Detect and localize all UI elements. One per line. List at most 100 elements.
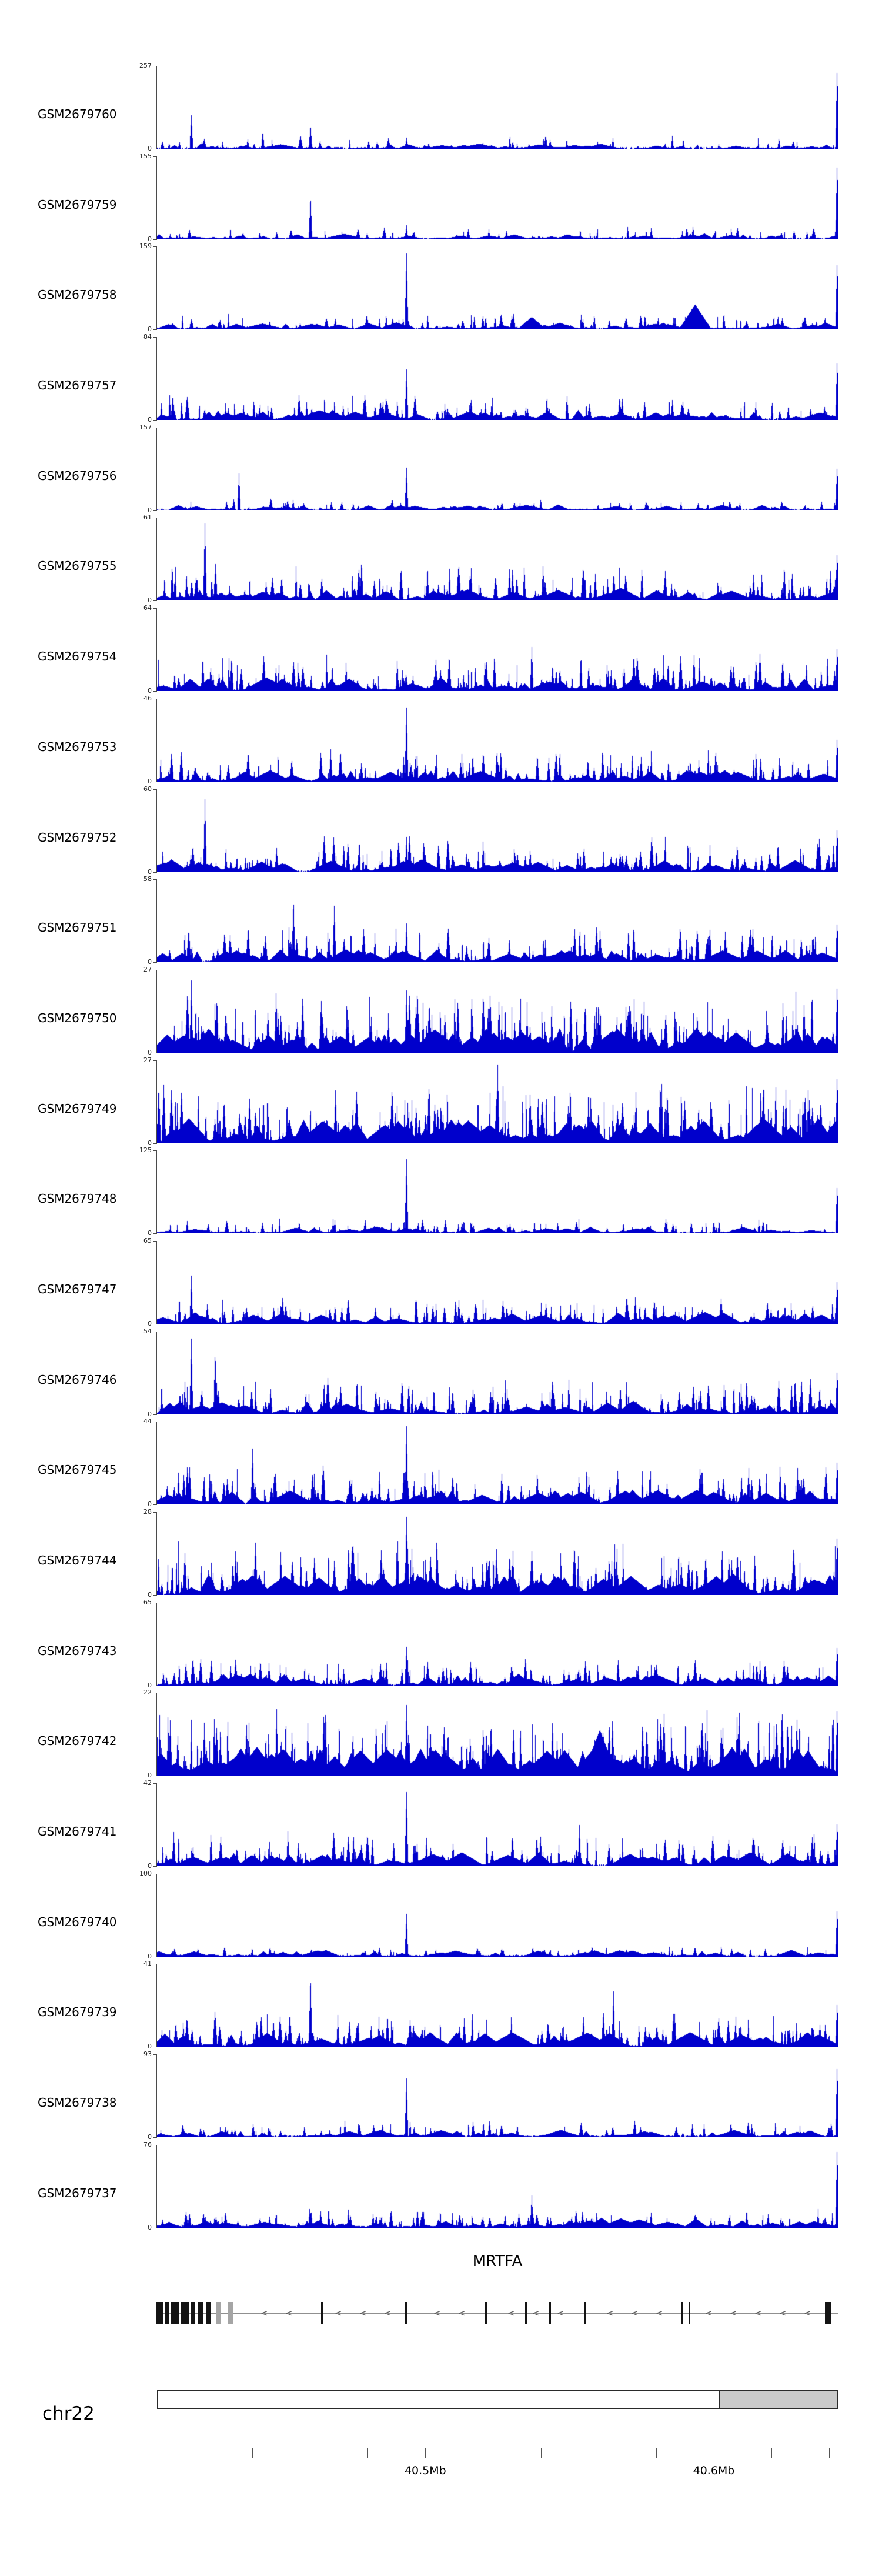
y-axis-max-label: 44 xyxy=(143,1417,152,1426)
track-row: GSM2679760 257 0 xyxy=(0,62,882,153)
y-axis-zero-label: 0 xyxy=(148,235,152,243)
track-row: GSM2679751 58 0 xyxy=(0,875,882,966)
coverage-signal-plot xyxy=(157,969,838,1053)
y-axis-max-label: 84 xyxy=(143,333,152,341)
y-axis-zero-label: 0 xyxy=(148,1048,152,1056)
y-axis-max-label: 61 xyxy=(143,513,152,522)
track-row: GSM2679752 60 0 xyxy=(0,785,882,876)
y-axis-max-label: 54 xyxy=(143,1327,152,1335)
exon-box xyxy=(198,2302,203,2324)
y-axis-tick xyxy=(153,789,157,790)
coverage-signal-plot xyxy=(157,1240,838,1324)
track-row: GSM2679745 44 0 xyxy=(0,1417,882,1509)
coverage-tracks-panel: GSM2679760 257 0 GSM2679759 155 0 GSM2679758 15… xyxy=(0,62,882,2232)
coverage-signal-plot xyxy=(157,246,838,330)
strand-arrow-left-icon: < xyxy=(532,2308,540,2318)
track-row: GSM2679738 93 0 xyxy=(0,2050,882,2141)
coverage-signal-plot xyxy=(157,879,838,963)
y-axis-line xyxy=(156,246,157,330)
y-axis-zero-label: 0 xyxy=(148,1771,152,1780)
y-axis-zero-label: 0 xyxy=(148,867,152,876)
strand-arrow-left-icon: < xyxy=(557,2308,564,2318)
y-axis-max-label: 22 xyxy=(143,1689,152,1697)
axis-tick xyxy=(656,2448,657,2458)
strand-arrow-left-icon: < xyxy=(730,2308,737,2318)
y-axis-tick xyxy=(153,879,157,880)
utr-exon-box xyxy=(216,2302,222,2324)
y-axis-line xyxy=(156,1150,157,1234)
y-axis-tick xyxy=(153,1240,157,1242)
y-axis-tick xyxy=(153,1512,157,1513)
exon-box xyxy=(171,2302,175,2324)
y-axis-line xyxy=(156,1331,157,1414)
axis-coordinate-label: 40.5Mb xyxy=(404,2464,446,2477)
strand-arrow-left-icon: < xyxy=(631,2308,639,2318)
y-axis-tick xyxy=(153,1504,157,1506)
coverage-signal-plot xyxy=(157,1060,838,1143)
track-row: GSM2679756 157 0 xyxy=(0,423,882,515)
y-axis-max-label: 41 xyxy=(143,1960,152,1968)
sample-label: GSM2679747 xyxy=(38,1282,117,1296)
y-axis-max-label: 28 xyxy=(143,1508,152,1516)
y-axis-tick xyxy=(153,962,157,963)
y-axis-line xyxy=(156,1783,157,1867)
y-axis-zero-label: 0 xyxy=(148,1410,152,1418)
y-axis-max-label: 125 xyxy=(139,1146,152,1154)
coverage-signal-plot xyxy=(157,156,838,239)
strand-arrow-left-icon: < xyxy=(285,2308,293,2318)
y-axis-zero-label: 0 xyxy=(148,1139,152,1147)
y-axis-line xyxy=(156,1693,157,1776)
track-row: GSM2679746 54 0 xyxy=(0,1327,882,1419)
sample-label: GSM2679758 xyxy=(38,288,117,302)
axis-coordinate-label: 40.6Mb xyxy=(693,2464,735,2477)
y-axis-line xyxy=(156,1422,157,1505)
y-axis-tick xyxy=(153,1414,157,1415)
track-row: GSM2679749 27 0 xyxy=(0,1056,882,1147)
y-axis-line xyxy=(156,1240,157,1324)
y-axis-tick xyxy=(153,510,157,511)
y-axis-line xyxy=(156,2054,157,2138)
y-axis-line xyxy=(156,1964,157,2047)
y-axis-tick xyxy=(153,1866,157,1867)
strand-arrow-left-icon: < xyxy=(335,2308,342,2318)
y-axis-zero-label: 0 xyxy=(148,2133,152,2141)
coverage-signal-plot xyxy=(157,1964,838,2047)
gene-intron-line xyxy=(157,2313,838,2314)
y-axis-max-label: 65 xyxy=(143,1598,152,1606)
sample-label: GSM2679752 xyxy=(38,830,117,845)
exon-box xyxy=(824,2302,831,2324)
axis-tick xyxy=(771,2448,773,2458)
track-row: GSM2679759 155 0 xyxy=(0,152,882,243)
track-row: GSM2679740 100 0 xyxy=(0,1870,882,1961)
exon-box xyxy=(165,2302,169,2324)
y-axis-tick xyxy=(153,329,157,331)
y-axis-tick xyxy=(153,600,157,602)
y-axis-zero-label: 0 xyxy=(148,2223,152,2231)
sample-label: GSM2679741 xyxy=(38,1824,117,1839)
strand-arrow-left-icon: < xyxy=(606,2308,614,2318)
y-axis-line xyxy=(156,66,157,149)
y-axis-line xyxy=(156,427,157,510)
coverage-signal-plot xyxy=(157,1512,838,1595)
y-axis-tick xyxy=(153,239,157,240)
y-axis-zero-label: 0 xyxy=(148,777,152,785)
y-axis-tick xyxy=(153,156,157,157)
sample-label: GSM2679740 xyxy=(38,1914,117,1929)
y-axis-zero-label: 0 xyxy=(148,1319,152,1327)
y-axis-zero-label: 0 xyxy=(148,687,152,695)
axis-tick xyxy=(425,2448,426,2458)
coverage-signal-plot xyxy=(157,518,838,601)
track-row: GSM2679758 159 0 xyxy=(0,242,882,333)
sample-label: GSM2679743 xyxy=(38,1643,117,1658)
track-row: GSM2679748 125 0 xyxy=(0,1146,882,1237)
gene-annotation-track: < < < < < < < < < < < < < < < < < < xyxy=(156,2301,838,2325)
y-axis-max-label: 157 xyxy=(139,423,152,431)
sample-label: GSM2679742 xyxy=(38,1734,117,1749)
axis-tick xyxy=(540,2448,542,2458)
track-row: GSM2679757 84 0 xyxy=(0,333,882,424)
strand-arrow-left-icon: < xyxy=(458,2308,466,2318)
y-axis-zero-label: 0 xyxy=(148,1681,152,1689)
y-axis-zero-label: 0 xyxy=(148,596,152,605)
coverage-signal-plot xyxy=(157,2054,838,2138)
sample-label: GSM2679748 xyxy=(38,1192,117,1206)
